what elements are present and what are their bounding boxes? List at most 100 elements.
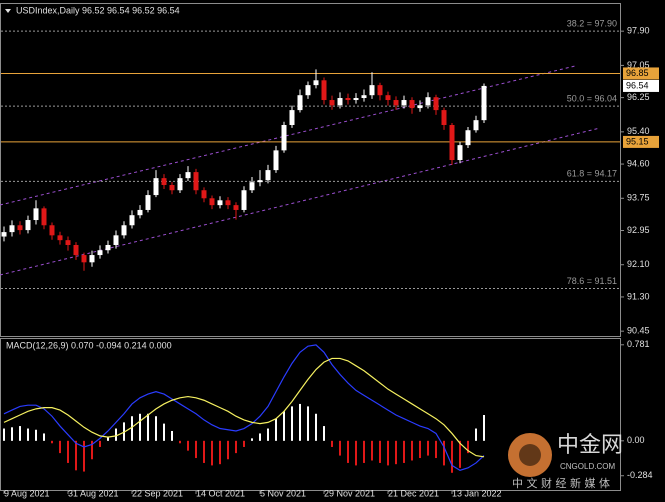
candle-body	[97, 250, 103, 256]
histogram-bar	[59, 440, 61, 454]
watermark: 中金网 CNGOLD.COM 中 文 财 经 新 媒 体	[508, 433, 623, 490]
histogram-bar	[451, 440, 453, 473]
candle-body	[361, 95, 367, 99]
watermark-logo-inner	[519, 444, 541, 466]
candle-body	[129, 215, 135, 226]
y-tick-label: 92.95	[627, 225, 650, 235]
candle-body	[153, 178, 159, 196]
histogram-bar	[259, 433, 261, 441]
candle-body	[305, 85, 311, 96]
histogram-bar	[19, 426, 21, 441]
histogram-bar	[83, 440, 85, 472]
x-tick-label: 21 Dec 2021	[388, 488, 439, 498]
price-box	[623, 135, 659, 148]
histogram-bar	[235, 440, 237, 454]
candle-body	[345, 98, 351, 101]
histogram-bar	[195, 440, 197, 459]
histogram-bar	[115, 428, 117, 441]
candle-body	[73, 244, 79, 256]
candle-body	[385, 95, 391, 101]
candle-body	[249, 182, 255, 191]
watermark-name: 中金网	[557, 433, 623, 458]
histogram-bar	[147, 413, 149, 441]
histogram-bar	[347, 440, 349, 463]
histogram-bar	[363, 440, 365, 463]
candle-body	[393, 100, 399, 106]
candle-body	[265, 170, 271, 181]
candle-body	[81, 255, 87, 263]
histogram-bar	[299, 403, 301, 441]
candle-body	[329, 100, 335, 106]
candle-body	[169, 184, 175, 191]
histogram-bar	[483, 415, 485, 441]
fib-label: 38.2 = 97.90	[567, 19, 617, 29]
candle-body	[1, 232, 7, 237]
y-tick-label: 97.05	[627, 60, 650, 70]
histogram-bar	[99, 440, 101, 447]
histogram-bar	[11, 427, 13, 441]
candle-body	[473, 120, 479, 131]
candle-body	[241, 190, 247, 210]
histogram-bar	[443, 440, 445, 466]
x-tick-label: 29 Nov 2021	[324, 488, 375, 498]
y-tick-label: 0.781	[627, 339, 650, 349]
histogram-bar	[67, 440, 69, 463]
price-box	[623, 67, 659, 80]
y-tick-label: 91.30	[627, 291, 650, 301]
macd-title: MACD(12,26,9) 0.070 -0.094 0.214 0.000	[6, 340, 172, 350]
candle-body	[121, 225, 127, 236]
candle-body	[281, 124, 287, 151]
candle-body	[425, 97, 431, 106]
candle-body	[465, 130, 471, 146]
histogram-bar	[27, 428, 29, 441]
fib-label: 50.0 = 96.04	[567, 93, 617, 103]
x-tick-label: 5 Nov 2021	[260, 488, 306, 498]
histogram-bar	[403, 440, 405, 463]
menu-arrow[interactable]	[5, 9, 11, 13]
macd-line	[3, 344, 485, 471]
price-box	[623, 79, 659, 92]
candle-body	[297, 95, 303, 111]
candle-body	[377, 85, 383, 96]
candle-body	[457, 145, 463, 161]
chart-title: USDIndex,Daily 96.52 96.54 96.52 96.54	[16, 5, 180, 15]
histogram-bar	[211, 440, 213, 466]
candle-body	[9, 225, 15, 233]
histogram-bar	[35, 429, 37, 441]
y-tick-label: 90.45	[627, 326, 650, 336]
histogram-bar	[395, 440, 397, 465]
histogram-bar	[435, 440, 437, 459]
price-box-label: 96.85	[626, 68, 649, 78]
histogram-bar	[411, 440, 413, 461]
macd-line	[3, 357, 485, 458]
watermark-slogan: 中 文 财 经 新 媒 体	[512, 476, 610, 490]
histogram-bar	[419, 440, 421, 459]
histogram-bar	[379, 440, 381, 463]
histogram-bar	[387, 440, 389, 466]
candle-body	[313, 80, 319, 86]
histogram-bar	[43, 433, 45, 441]
histogram-bar	[459, 440, 461, 468]
histogram-bar	[131, 416, 133, 441]
y-tick-label: 93.75	[627, 193, 650, 203]
candle-body	[33, 208, 39, 221]
candle-body	[369, 85, 375, 96]
y-tick-label: 96.25	[627, 92, 650, 102]
histogram-bar	[315, 413, 317, 441]
histogram-bar	[107, 437, 109, 441]
candle-body	[217, 200, 223, 206]
histogram-bar	[371, 440, 373, 461]
candle-body	[25, 220, 31, 231]
histogram-bar	[467, 440, 469, 454]
candle-body	[441, 110, 447, 125]
x-tick-label: 13 Jan 2022	[452, 488, 502, 498]
histogram-bar	[267, 428, 269, 441]
candle-body	[161, 178, 167, 185]
x-tick-label: 14 Oct 2021	[196, 488, 245, 498]
candle-body	[57, 235, 63, 241]
histogram-bar	[3, 428, 5, 441]
candle-body	[401, 100, 407, 106]
candle-body	[433, 97, 439, 111]
x-tick-label: 22 Sep 2021	[132, 488, 183, 498]
